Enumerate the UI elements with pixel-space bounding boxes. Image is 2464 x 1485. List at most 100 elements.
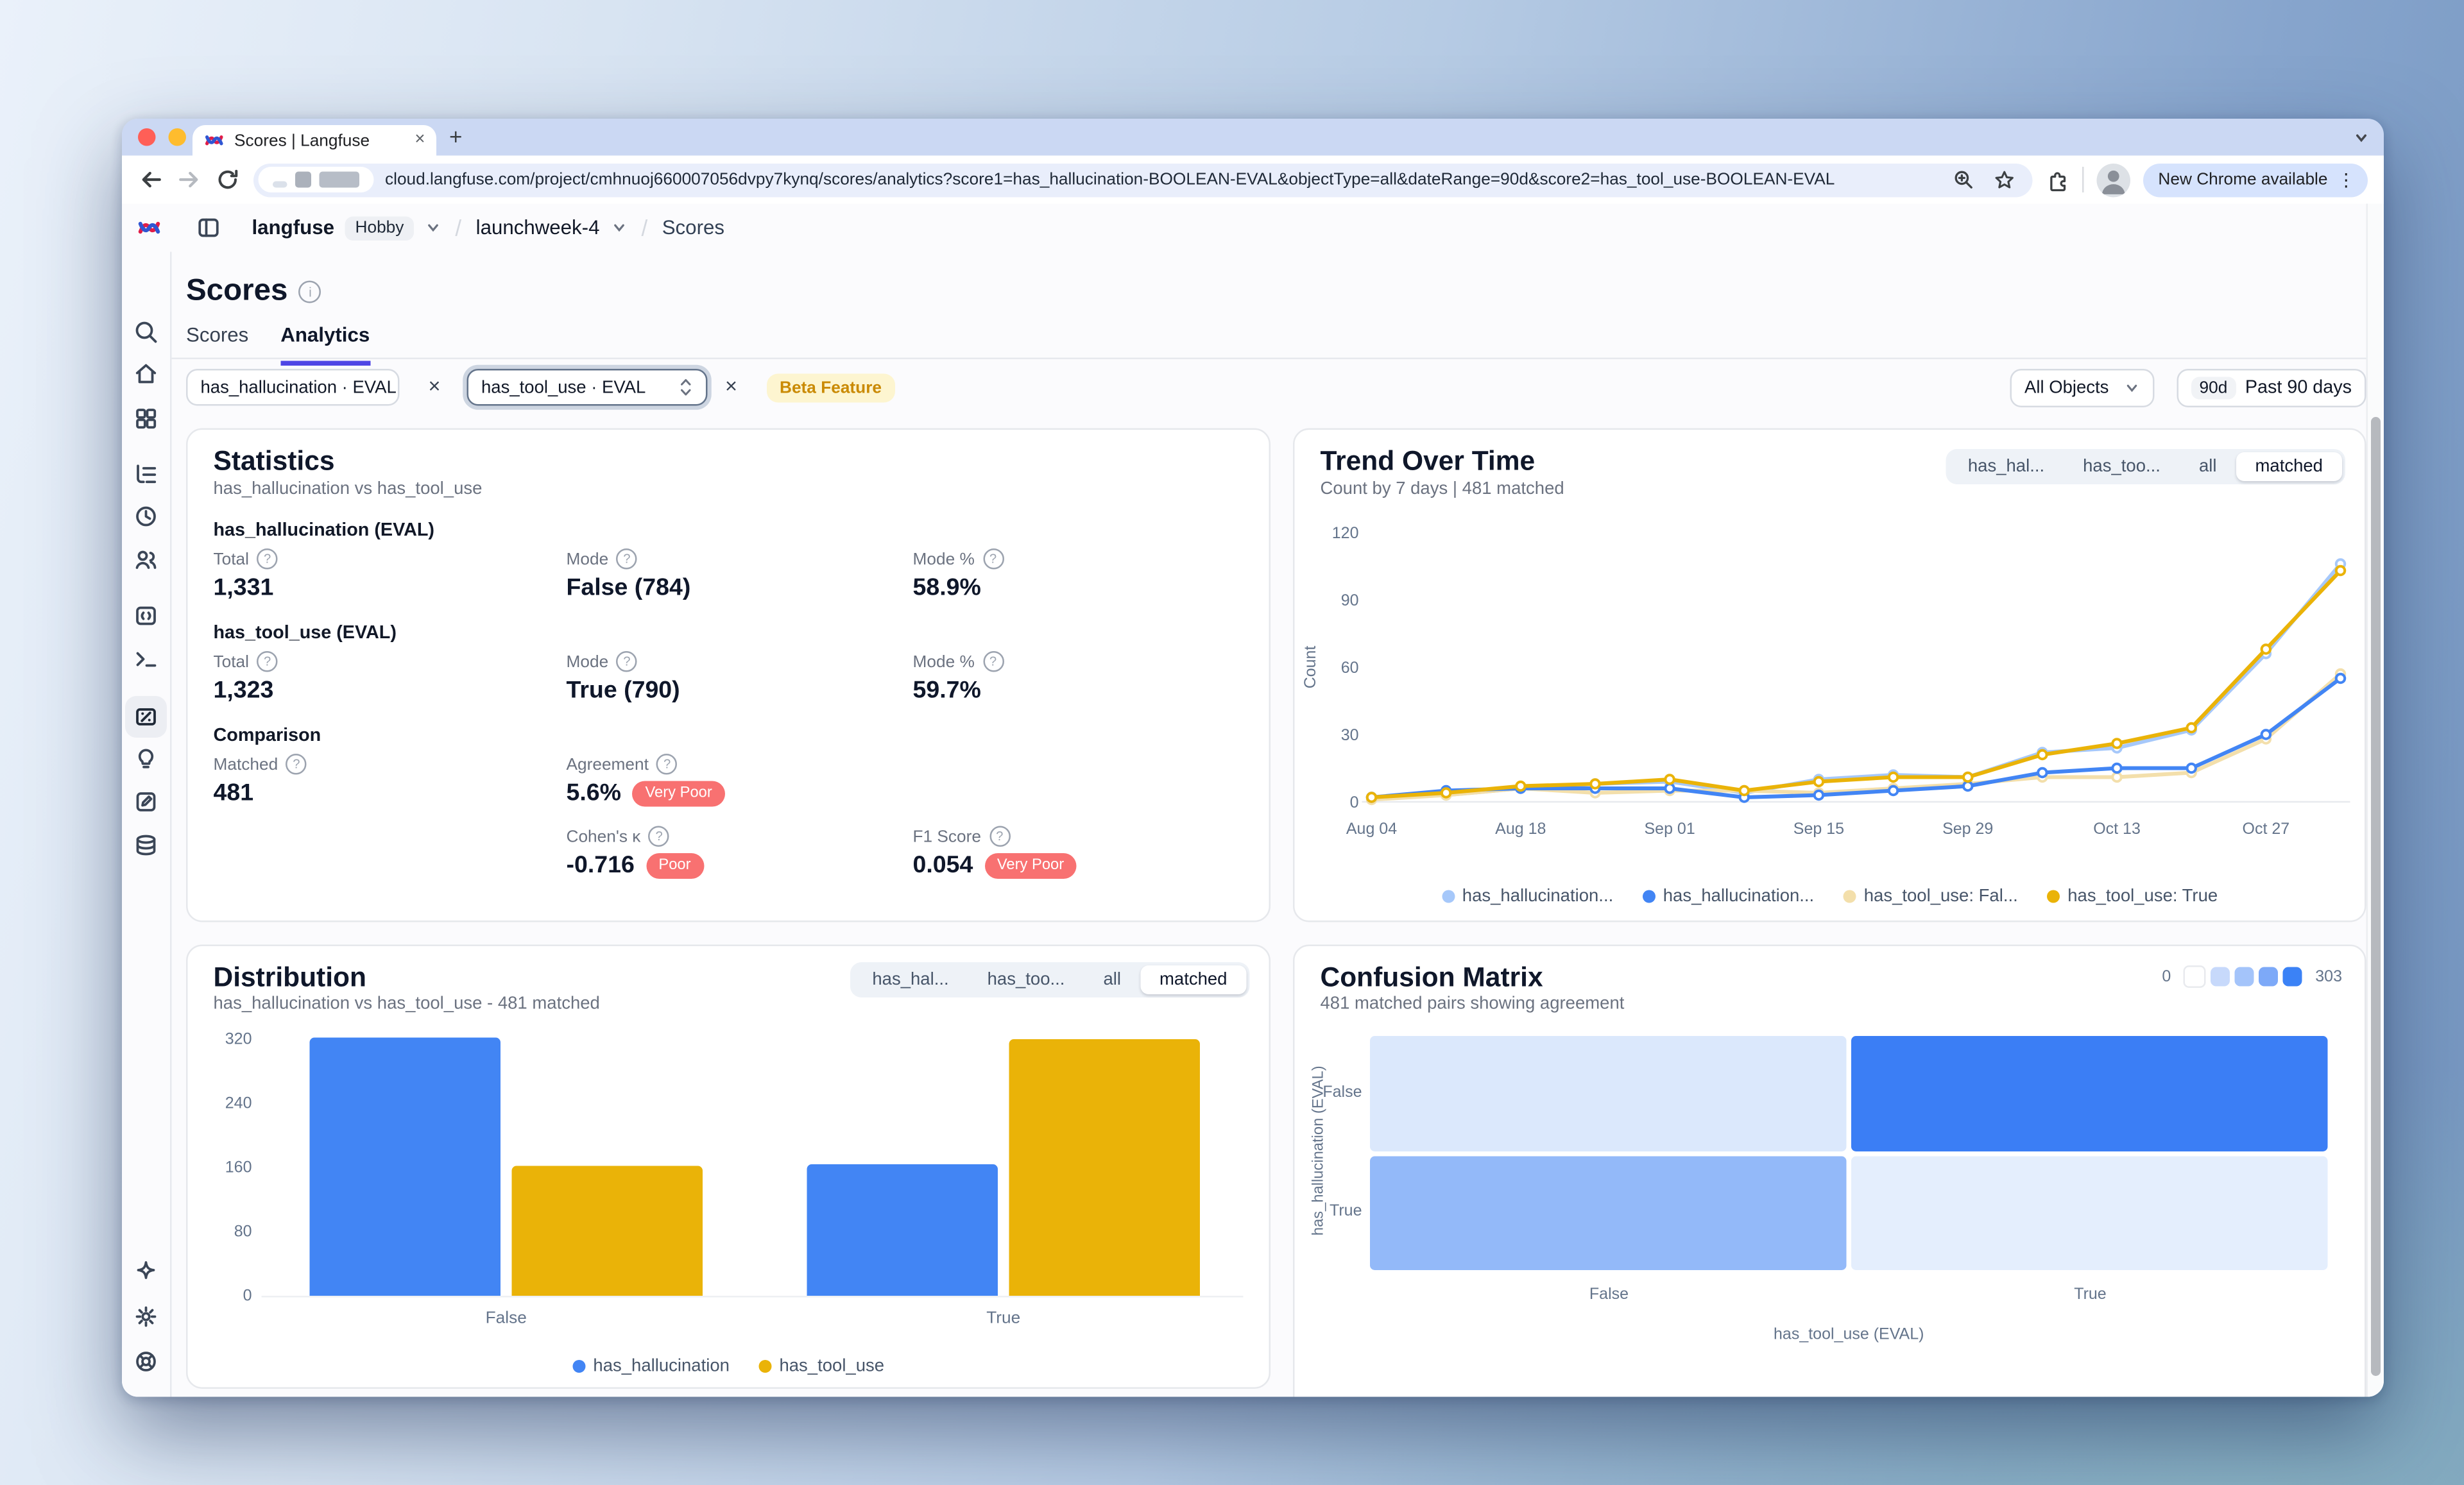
minimize-window-button[interactable] xyxy=(168,128,186,146)
refresh-icon[interactable] xyxy=(215,167,241,192)
langfuse-favicon xyxy=(205,135,223,146)
tabs-divider xyxy=(170,357,2384,359)
help-icon[interactable]: ? xyxy=(989,826,1011,847)
datasets-database-icon[interactable] xyxy=(133,833,159,858)
breadcrumb-page: Scores xyxy=(662,216,724,239)
section-name: Comparison xyxy=(213,726,321,746)
scores-nav-active[interactable] xyxy=(125,696,167,738)
statistics-subtitle: has_hallucination vs has_tool_use xyxy=(213,479,483,499)
playground-terminal-icon[interactable] xyxy=(133,647,159,672)
sidebar-collapse-icon[interactable] xyxy=(196,215,221,241)
close-window-button[interactable] xyxy=(138,128,156,146)
breadcrumb-project[interactable]: launchweek-4 xyxy=(475,216,600,239)
distribution-bar-chart: 0 80 160 240 320 False True xyxy=(188,1017,1244,1337)
tab-scores[interactable]: Scores xyxy=(186,324,249,346)
legend-item: has_hallucination... xyxy=(1441,887,1613,906)
score2-select[interactable]: has_tool_use · EVAL xyxy=(466,369,708,406)
help-icon[interactable]: ? xyxy=(982,651,1004,672)
tab-analytics[interactable]: Analytics xyxy=(280,324,370,366)
date-range-select[interactable]: 90d Past 90 days xyxy=(2177,369,2366,407)
range-badge: 90d xyxy=(2191,377,2236,400)
settings-gear-icon[interactable] xyxy=(133,1304,159,1330)
segment-matched[interactable]: matched xyxy=(2236,452,2342,481)
tab-search-chevron-icon[interactable] xyxy=(2354,130,2370,146)
segment-has-too[interactable]: has_too... xyxy=(987,970,1065,990)
browser-tab[interactable]: Scores | Langfuse × xyxy=(193,125,436,156)
segment-all[interactable]: all xyxy=(2198,457,2217,477)
extensions-icon[interactable] xyxy=(2046,167,2070,192)
help-icon[interactable]: ? xyxy=(616,548,638,570)
distribution-card: Distribution has_hallucination vs has_to… xyxy=(186,944,1270,1389)
back-icon[interactable] xyxy=(138,167,164,192)
trend-title: Trend Over Time xyxy=(1320,446,1536,477)
profile-avatar[interactable] xyxy=(2097,162,2131,197)
metric-kappa: Cohen's κ? -0.716 Poor xyxy=(567,826,896,879)
series-line xyxy=(1369,568,2343,799)
segment-matched[interactable]: matched xyxy=(1140,965,1247,994)
data-point xyxy=(2334,564,2347,577)
confusion-subtitle: 481 matched pairs showing agreement xyxy=(1320,994,1625,1014)
users-icon[interactable] xyxy=(133,547,159,573)
forward-icon[interactable] xyxy=(176,167,202,192)
org-chevron-down-icon[interactable] xyxy=(425,220,441,236)
scale-min: 0 xyxy=(2162,967,2171,986)
metric-agreement: Agreement? 5.6% Very Poor xyxy=(567,754,896,807)
support-lifebuoy-icon[interactable] xyxy=(133,1349,159,1375)
trend-card: Trend Over Time Count by 7 days | 481 ma… xyxy=(1293,428,2366,922)
home-icon[interactable] xyxy=(133,361,159,387)
annotation-pen-icon[interactable] xyxy=(133,789,159,815)
app-header: langfuse Hobby / launchweek-4 / Scores xyxy=(122,203,2384,252)
help-icon[interactable]: ? xyxy=(286,754,307,775)
remove-score2-button[interactable]: × xyxy=(725,373,737,398)
dashboards-icon[interactable] xyxy=(133,406,159,432)
info-icon[interactable]: i xyxy=(298,280,321,303)
object-type-select[interactable]: All Objects xyxy=(2010,369,2155,407)
search-icon[interactable] xyxy=(133,319,159,345)
insights-lightbulb-icon[interactable] xyxy=(133,746,159,772)
y-tick-label: 160 xyxy=(225,1159,252,1178)
segment-all[interactable]: all xyxy=(1103,970,1121,990)
url-bar[interactable]: cloud.langfuse.com/project/cmhnuoj660007… xyxy=(253,162,2033,197)
segment-has-hal[interactable]: has_hal... xyxy=(1967,457,2045,477)
legend-dot xyxy=(1843,890,1856,903)
score1-select[interactable]: has_hallucination · EVAL xyxy=(186,369,400,406)
legend-label: has_tool_use: True xyxy=(2067,887,2218,906)
tab-close-icon[interactable]: × xyxy=(415,130,425,149)
help-icon[interactable]: ? xyxy=(982,548,1004,570)
help-icon[interactable]: ? xyxy=(648,826,670,847)
segment-has-too[interactable]: has_too... xyxy=(2083,457,2160,477)
data-point xyxy=(1813,789,1825,801)
page-scrollbar-thumb[interactable] xyxy=(2371,417,2381,1376)
kebab-menu-icon[interactable]: ⋮ xyxy=(2337,171,2356,191)
remove-score1-button[interactable]: × xyxy=(428,373,441,398)
legend-dot xyxy=(572,1360,585,1373)
sessions-clock-icon[interactable] xyxy=(133,504,159,529)
breadcrumb-org[interactable]: langfuse xyxy=(252,216,335,239)
scale-max: 303 xyxy=(2315,967,2342,986)
scale-swatch xyxy=(2235,967,2255,987)
distribution-subtitle: has_hallucination vs has_tool_use - 481 … xyxy=(213,994,600,1014)
help-icon[interactable]: ? xyxy=(616,651,638,672)
prompts-icon[interactable] xyxy=(133,603,159,629)
data-point xyxy=(1664,774,1675,785)
chrome-update-button[interactable]: New Chrome available ⋮ xyxy=(2143,162,2368,197)
bookmark-star-icon[interactable] xyxy=(1993,167,2017,192)
segment-has-hal[interactable]: has_hal... xyxy=(872,970,949,990)
series-line xyxy=(1369,676,2343,799)
tracing-icon[interactable] xyxy=(133,462,159,488)
statistics-card: Statistics has_hallucination vs has_tool… xyxy=(186,428,1270,922)
help-icon[interactable]: ? xyxy=(656,754,678,775)
zoom-icon[interactable] xyxy=(1953,169,1975,191)
whats-new-sparkle-icon[interactable] xyxy=(133,1259,159,1285)
new-tab-button[interactable]: + xyxy=(449,123,463,149)
project-chevron-down-icon[interactable] xyxy=(611,220,627,236)
data-point xyxy=(2260,729,2272,740)
trend-legend: has_hallucination... has_hallucination...… xyxy=(1295,887,2365,906)
help-icon[interactable]: ? xyxy=(257,548,278,570)
langfuse-app: langfuse Hobby / launchweek-4 / Scores xyxy=(122,203,2384,1397)
section-name: has_tool_use (EVAL) xyxy=(213,624,397,643)
scores-icon xyxy=(136,708,156,726)
help-icon[interactable]: ? xyxy=(257,651,278,672)
legend-label: has_hallucination... xyxy=(1462,887,1614,906)
data-point xyxy=(1887,785,1899,797)
